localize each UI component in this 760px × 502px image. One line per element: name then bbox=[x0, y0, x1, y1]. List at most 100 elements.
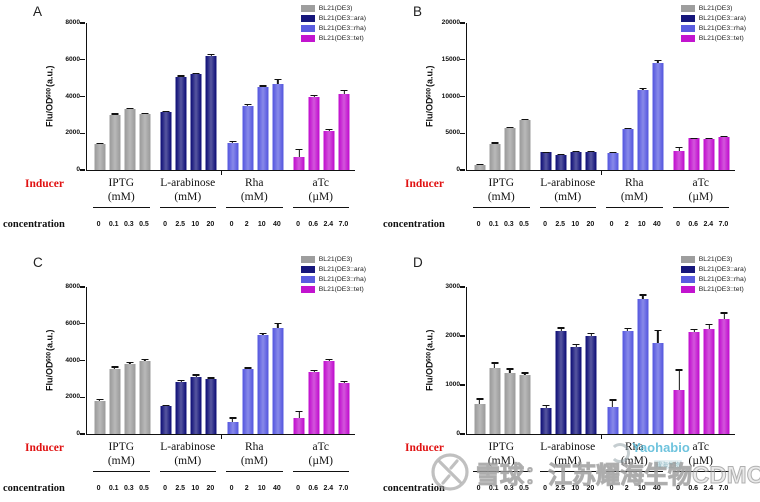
concentration-label: concentration bbox=[383, 483, 445, 494]
concentration-values: 0 0.1 0.3 0.5 0 2.5 10 20 0 2 10 40 0 0.6 2.4 7.0 bbox=[466, 221, 734, 228]
error-bar-line bbox=[611, 399, 614, 407]
y-tick-mark bbox=[460, 59, 465, 61]
bar-group bbox=[227, 23, 284, 170]
group-label: aTc (µM) bbox=[672, 440, 729, 472]
bar bbox=[293, 157, 305, 170]
inducer-name: aTc bbox=[692, 441, 709, 453]
error-bar-line bbox=[524, 372, 526, 376]
y-tick-label: 0 bbox=[76, 430, 80, 437]
error-bar-line bbox=[575, 343, 577, 347]
error-bar bbox=[476, 398, 484, 404]
group-labels: IPTG (mM) L-arabinose (mM) Rha (mM) aTc (µM) bbox=[86, 440, 354, 472]
concentration-value: 40 bbox=[653, 485, 661, 492]
bars-container bbox=[87, 287, 355, 434]
group-labels: IPTG (mM) L-arabinose (mM) Rha (mM) aTc (µM) bbox=[466, 440, 734, 472]
bar-slot bbox=[124, 287, 136, 434]
plot-area: 0 1000 2000 3000 bbox=[445, 283, 735, 439]
y-tick-mark bbox=[460, 335, 465, 337]
bar-slot bbox=[160, 287, 172, 434]
error-bar-line bbox=[298, 410, 300, 419]
error-bar-line bbox=[328, 358, 330, 362]
concentration-label: concentration bbox=[383, 219, 445, 230]
error-bar bbox=[690, 137, 698, 139]
error-bar-line bbox=[657, 59, 659, 63]
y-tick-mark bbox=[80, 286, 85, 288]
legend-item: BL21(DE3::tet) bbox=[680, 35, 746, 42]
error-bar-cap bbox=[295, 148, 303, 151]
error-bar-cap bbox=[274, 78, 282, 80]
bar bbox=[637, 298, 649, 434]
error-bar-cap bbox=[177, 379, 185, 382]
concentration-label: concentration bbox=[3, 219, 65, 230]
error-bar-line bbox=[678, 146, 680, 151]
concentration-value: 0.1 bbox=[488, 485, 499, 492]
error-bar bbox=[295, 410, 303, 419]
bar-slot bbox=[622, 23, 634, 170]
error-bar bbox=[639, 88, 647, 90]
bar-slot bbox=[293, 287, 305, 434]
inducer-unit: (µM) bbox=[688, 455, 713, 467]
concentration-value: 2.5 bbox=[555, 485, 566, 492]
concentration-group: 0 0.1 0.3 0.5 bbox=[93, 485, 150, 492]
concentration-group: 0 2.5 10 20 bbox=[160, 485, 217, 492]
error-bar-line bbox=[627, 328, 629, 332]
legend-swatch bbox=[680, 5, 695, 12]
y-axis-label-text: Flu/OD bbox=[424, 361, 435, 392]
legend-label: BL21(DE3) bbox=[698, 256, 733, 263]
bar-slot bbox=[227, 23, 239, 170]
error-bar-cap bbox=[609, 399, 617, 401]
error-bar bbox=[654, 59, 662, 63]
bar-slot bbox=[205, 23, 217, 170]
error-bar-line bbox=[277, 78, 279, 84]
y-axis-label-units: (a.u.) bbox=[44, 330, 55, 352]
bar bbox=[160, 406, 172, 434]
error-bar bbox=[491, 362, 499, 368]
bar-slot bbox=[308, 287, 320, 434]
y-tick-label: 6000 bbox=[65, 55, 80, 63]
error-bar bbox=[690, 329, 698, 333]
bar-slot bbox=[652, 287, 664, 434]
group-underline bbox=[226, 471, 283, 472]
error-bar-cap bbox=[295, 410, 303, 412]
bar bbox=[190, 74, 202, 170]
bar-slot bbox=[205, 287, 217, 434]
error-bar-cap bbox=[274, 322, 282, 325]
bar-slot bbox=[585, 23, 597, 170]
legend-swatch bbox=[300, 286, 315, 293]
error-bar-cap bbox=[624, 127, 632, 130]
error-bar bbox=[572, 343, 580, 347]
bar-slot bbox=[652, 23, 664, 170]
bar bbox=[257, 87, 269, 170]
error-bar bbox=[274, 78, 282, 84]
inducer-name: L-arabinose bbox=[540, 177, 596, 189]
bar bbox=[688, 138, 700, 170]
inducer-name: Rha bbox=[624, 177, 644, 189]
bar-slot bbox=[688, 23, 700, 170]
error-bar-cap bbox=[654, 329, 662, 331]
error-bar bbox=[325, 358, 333, 362]
bar bbox=[489, 143, 501, 170]
error-bar-line bbox=[708, 323, 710, 329]
bars-container bbox=[467, 23, 735, 170]
bar-group bbox=[94, 287, 151, 434]
error-bar bbox=[192, 374, 200, 378]
bar bbox=[175, 381, 187, 434]
concentration-value: 0.5 bbox=[519, 221, 529, 228]
concentration-group: 0 0.6 2.4 7.0 bbox=[293, 221, 350, 228]
bar-slot bbox=[703, 287, 715, 434]
concentration-value: 40 bbox=[273, 485, 281, 492]
bar bbox=[272, 83, 284, 170]
error-bar-cap bbox=[557, 327, 565, 329]
bar-slot bbox=[607, 23, 619, 170]
y-tick-mark bbox=[80, 323, 85, 325]
bar bbox=[257, 334, 269, 434]
legend-swatch bbox=[680, 286, 695, 293]
y-tick-label: 20000 bbox=[441, 19, 460, 26]
error-bar bbox=[141, 358, 149, 361]
bar-slot bbox=[474, 23, 486, 170]
bar-slot bbox=[474, 287, 486, 434]
bar bbox=[139, 113, 151, 170]
y-tick-label: 5000 bbox=[445, 129, 460, 137]
legend-swatch bbox=[300, 5, 315, 12]
bar-slot bbox=[489, 23, 501, 170]
